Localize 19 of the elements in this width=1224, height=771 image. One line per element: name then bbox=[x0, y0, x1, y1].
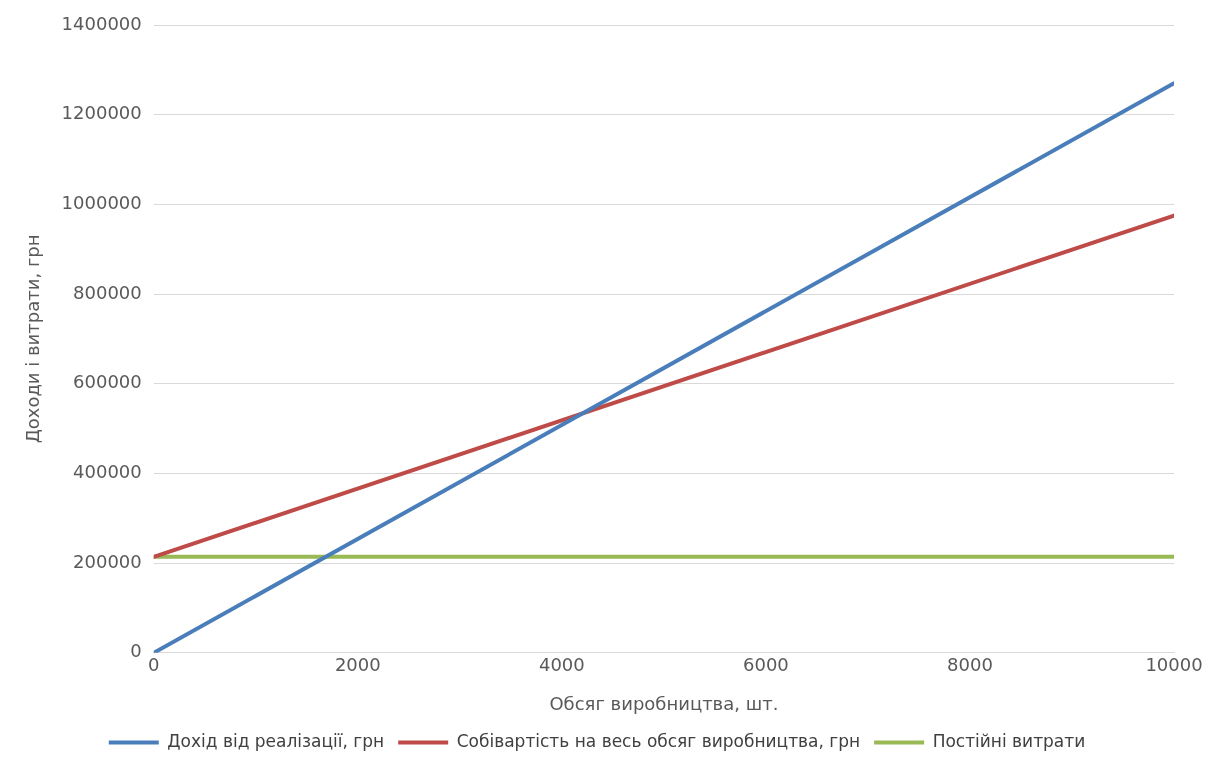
legend-label: Постійні витрати bbox=[932, 730, 1086, 751]
y-tick-label: 1200000 bbox=[61, 102, 142, 124]
y-tick-label: 800000 bbox=[73, 281, 142, 303]
x-axis-title: Обсяг виробництва, шт. bbox=[549, 692, 779, 714]
y-tick-label: 1400000 bbox=[61, 12, 142, 34]
y-tick-label: 400000 bbox=[73, 461, 142, 483]
x-tick-label: 6000 bbox=[743, 654, 789, 676]
legend-label: Дохід від реалізації, грн bbox=[167, 730, 385, 751]
x-tick-label: 8000 bbox=[947, 654, 993, 676]
x-tick-label: 0 bbox=[148, 654, 160, 676]
x-tick-label: 2000 bbox=[334, 654, 381, 676]
x-tick-label: 10000 bbox=[1145, 654, 1203, 676]
y-tick-label: 1000000 bbox=[61, 192, 142, 214]
y-tick-label: 200000 bbox=[73, 550, 142, 572]
x-tick-label: 4000 bbox=[538, 654, 585, 676]
legend-label: Собівартість на весь обсяг виробництва, грн bbox=[456, 730, 861, 751]
y-tick-label: 0 bbox=[130, 640, 142, 662]
y-axis-title: Доходи і витрати, грн bbox=[22, 234, 44, 444]
y-tick-label: 600000 bbox=[73, 371, 142, 393]
